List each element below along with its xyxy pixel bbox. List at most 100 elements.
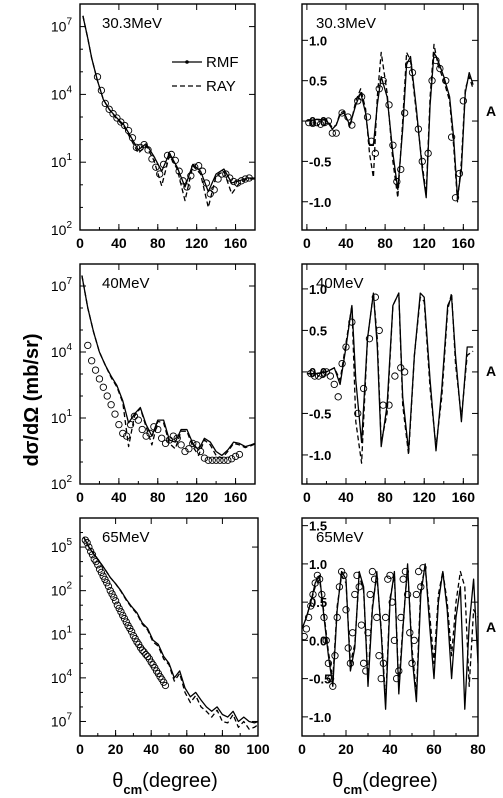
data-point [113, 114, 121, 122]
y-tick-label: 107 [51, 711, 73, 729]
panel-xs_65: 0 20 40 60 80 100 107 104 101 102 105 65MeV [51, 517, 270, 757]
data-point [348, 629, 357, 637]
data-point [338, 109, 346, 117]
data-point [401, 109, 409, 117]
data-point [304, 613, 313, 622]
y-tick-label: 107 [51, 17, 73, 35]
data-point [305, 119, 313, 127]
y-tick-label: 0.0 [309, 365, 327, 380]
data-point [177, 441, 185, 449]
data-point [351, 590, 359, 599]
panel-xs_40: 0 40 80 120 160 102 101 104 107 40MeV [51, 263, 256, 505]
data-point [363, 113, 372, 121]
y-tick-label: 102 [51, 581, 73, 599]
data-point [111, 597, 120, 605]
plot-content [82, 15, 255, 209]
data-point [399, 575, 407, 583]
figure-x-axis-label-left: θcm(degree) [112, 770, 218, 797]
degree-label-right: (degree) [362, 770, 438, 792]
data-point [99, 383, 107, 391]
data-point [104, 582, 113, 590]
data-point [344, 644, 352, 652]
x-tick-label: 40 [111, 235, 127, 251]
data-point [368, 567, 377, 576]
panel-xs_303: 0 40 80 120 160 102 101 104 107 30.3MeV RMF RAY [51, 3, 256, 251]
energy-label: 40MeV [102, 275, 150, 292]
series-line-ray [81, 275, 255, 459]
data-point [384, 575, 392, 583]
cm-subscript-right: cm [343, 782, 362, 797]
x-tick-label: 80 [470, 741, 486, 757]
x-tick-label: 40 [111, 489, 127, 505]
data-point [208, 456, 216, 464]
data-point [403, 590, 412, 599]
plot-frame [79, 263, 256, 485]
y-tick-label: 102 [51, 220, 73, 238]
plot-content [306, 292, 474, 464]
x-tick-label: 120 [185, 489, 209, 505]
x-tick-label: 0 [303, 235, 311, 251]
data-point [85, 543, 93, 551]
data-point [365, 335, 374, 343]
theta-symbol-left: θ [112, 770, 123, 792]
data-point [412, 590, 421, 599]
x-tick-label: 120 [185, 235, 209, 251]
energy-label: 30.3MeV [316, 15, 376, 32]
series-line-ray [302, 567, 478, 703]
y-tick-label: 104 [51, 84, 73, 102]
data-point [391, 372, 399, 380]
y-tick-label: 1.0 [309, 282, 327, 297]
plot-content [302, 563, 478, 710]
panels: 0 40 80 120 160 102 101 104 107 30.3MeV RMF RAY 0 40 8… [51, 3, 496, 757]
x-tick-label: 100 [246, 741, 270, 757]
energy-label: 65MeV [316, 529, 364, 546]
data-point [189, 439, 197, 448]
data-point [107, 401, 115, 409]
data-point [220, 456, 228, 464]
data-point [212, 456, 220, 464]
data-point [371, 293, 379, 301]
y-tick-label: -0.5 [309, 154, 331, 169]
x-tick-label: 160 [224, 235, 248, 251]
data-point [101, 575, 109, 584]
data-point [138, 646, 146, 654]
data-point [366, 590, 374, 599]
data-point [228, 455, 236, 463]
y-tick-label: -1.0 [309, 195, 331, 210]
y-tick-label: -1.0 [309, 710, 331, 725]
data-point [134, 416, 142, 424]
x-tick-label: 60 [179, 741, 195, 757]
data-point [334, 393, 342, 401]
data-point [105, 105, 113, 113]
plot-content [81, 536, 258, 730]
x-tick-label: 40 [143, 741, 159, 757]
y-tick-label: 107 [51, 276, 73, 294]
data-point [138, 425, 146, 434]
data-point [161, 439, 170, 448]
data-point [381, 613, 390, 622]
data-point [204, 456, 212, 464]
y-tick-label: -0.5 [309, 672, 331, 687]
x-tick-label: 80 [150, 489, 166, 505]
data-point [235, 450, 244, 459]
data-point [108, 590, 116, 598]
x-tick-label: 120 [413, 235, 437, 251]
y-tick-label: 105 [51, 537, 73, 555]
data-point [115, 420, 123, 429]
data-point [196, 447, 205, 456]
data-point [357, 621, 366, 629]
data-point [373, 613, 381, 622]
y-tick-label: 104 [51, 342, 73, 360]
y-tick-label: 104 [51, 668, 73, 686]
data-point [161, 681, 170, 690]
plot-content [305, 43, 474, 203]
x-tick-label: 40 [338, 489, 354, 505]
data-point [120, 614, 129, 623]
data-point [142, 650, 150, 659]
data-point [222, 170, 230, 178]
x-tick-label: 0 [76, 741, 84, 757]
data-point [169, 432, 177, 440]
legend-label: RMF [206, 54, 239, 71]
